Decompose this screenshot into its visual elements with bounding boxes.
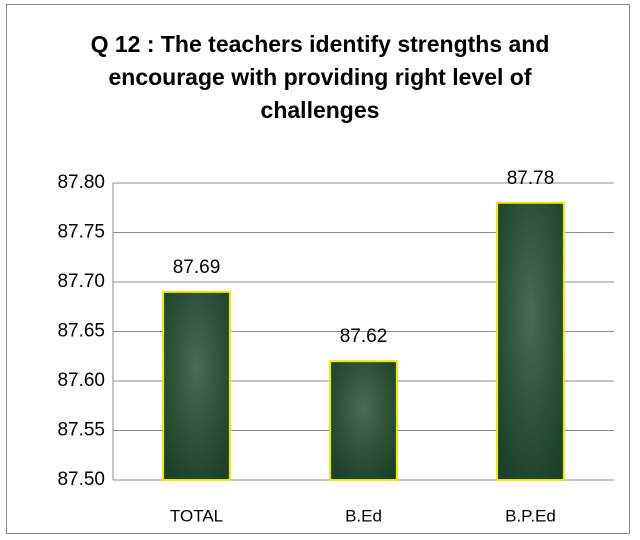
value-label: 87.62: [340, 326, 388, 347]
y-tick-label: 87.80: [57, 172, 105, 193]
y-tick-label: 87.55: [57, 420, 105, 441]
value-label: 87.69: [173, 257, 221, 278]
bar-texture: [498, 203, 563, 480]
x-tick-label: B.Ed: [345, 506, 382, 525]
value-label: 87.78: [507, 168, 555, 189]
y-tick-label: 87.65: [57, 321, 105, 342]
chart-title: Q 12 : The teachers identify strengths a…: [90, 31, 550, 123]
bar-texture: [164, 292, 229, 479]
y-tick-label: 87.70: [57, 271, 105, 292]
y-tick-label: 87.75: [57, 222, 105, 243]
x-tick-label: TOTAL: [170, 506, 223, 525]
chart-frame: [6, 4, 630, 534]
bar-texture: [331, 362, 396, 479]
y-tick-label: 87.60: [57, 370, 105, 391]
x-tick-label: B.P.Ed: [505, 506, 556, 525]
y-tick-label: 87.50: [57, 469, 105, 490]
